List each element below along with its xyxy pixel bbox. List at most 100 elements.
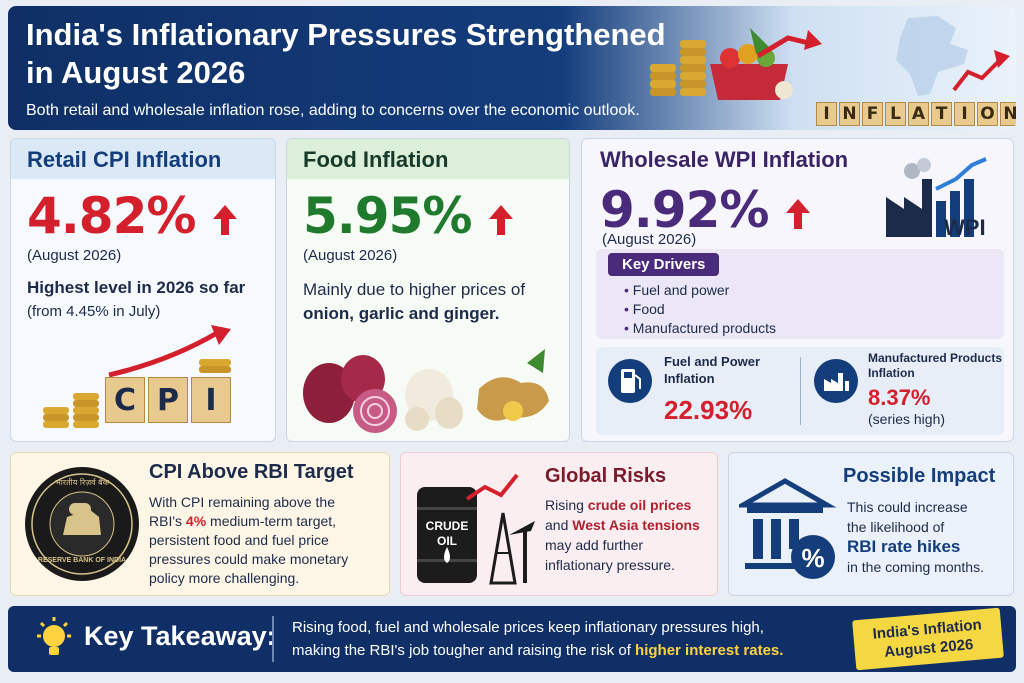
impact-line: in the coming months. — [847, 559, 984, 575]
letter-block: T — [931, 102, 952, 126]
rbi-line: With CPI remaining above the — [149, 494, 335, 510]
risk-highlight: crude oil prices — [587, 497, 692, 513]
global-risks-card: CRUDE OIL Global Risks Rising crude oil … — [400, 452, 718, 596]
risk-line: may add further — [545, 537, 644, 553]
rbi-seal-hindi: भारतीय रिज़र्व बैंक — [55, 478, 109, 487]
rbi-line: pressures could make monetary — [149, 551, 349, 567]
fuel-label-line-1: Fuel and Power — [664, 354, 761, 369]
food-heading: Food Inflation — [303, 147, 449, 172]
oil-barrel-rig-illustration — [417, 473, 535, 585]
cpi-heading: Retail CPI Inflation — [27, 147, 222, 172]
mfg-label-line-2: Inflation — [868, 366, 915, 380]
impact-body: This could increase the likelihood of RB… — [847, 497, 984, 577]
wpi-period: (August 2026) — [602, 231, 697, 248]
letter-block: P — [148, 377, 188, 423]
key-takeaway-bar: Key Takeaway: Rising food, fuel and whol… — [8, 606, 1016, 672]
page-title: India's Inflationary Pressures Strengthe… — [26, 16, 706, 92]
inflation-blocks: I N F L A T I O N — [816, 102, 1016, 126]
onion-garlic-ginger-illustration — [303, 349, 549, 433]
up-arrow-icon — [212, 204, 237, 235]
list-item: Fuel and power — [624, 281, 776, 300]
header-banner: India's Inflationary Pressures Strengthe… — [8, 6, 1016, 130]
cpi-blocks: C P I — [105, 377, 231, 423]
risk-highlight: West Asia tensions — [572, 517, 700, 533]
fuel-pump-icon — [608, 359, 652, 403]
factory-small-icon — [814, 359, 858, 403]
mfg-label-line-1: Manufactured Products — [868, 351, 1003, 365]
wpi-badge: WPI — [944, 215, 986, 240]
rbi-line: medium-term target, — [206, 513, 337, 529]
impact-highlight: RBI rate hikes — [847, 537, 961, 556]
footer-divider — [272, 616, 274, 662]
rbi-target-value: 4% — [185, 513, 207, 529]
takeaway-highlight: higher interest rates. — [635, 642, 784, 659]
takeaway-message: Rising food, fuel and wholesale prices k… — [292, 616, 812, 662]
rbi-line: RBI's — [149, 513, 186, 529]
barrel-label-line-1: CRUDE — [425, 519, 469, 533]
cpi-value: 4.82% — [27, 187, 196, 245]
letter-block: C — [105, 377, 145, 423]
barrel-label: CRUDE OIL — [417, 519, 477, 549]
cpi-from: (from 4.45% in July) — [27, 303, 161, 320]
wpi-value: 9.92% — [600, 181, 769, 239]
india-map-icon — [896, 16, 968, 96]
ginger-icon — [477, 349, 549, 421]
rbi-seal-text: RESERVE BANK OF INDIA — [37, 557, 127, 564]
drivers-list: Fuel and power Food Manufactured product… — [624, 281, 776, 338]
up-arrow-icon — [488, 204, 513, 235]
letter-block: I — [191, 377, 231, 423]
trend-arrow-icon — [465, 473, 519, 501]
oil-rig-icon — [489, 512, 535, 585]
mfg-note: (series high) — [868, 411, 946, 427]
letter-block: F — [862, 102, 883, 126]
wpi-heading: Wholesale WPI Inflation — [600, 147, 849, 172]
mfg-label: Manufactured Products Inflation — [868, 351, 1002, 381]
barrel-label-line-2: OIL — [437, 534, 457, 548]
rbi-line: policy more challenging. — [149, 570, 300, 586]
food-note: Mainly due to higher prices of — [303, 280, 526, 299]
takeaway-line: Rising food, fuel and wholesale prices k… — [292, 619, 764, 636]
title-line-1: India's Inflationary Pressures Strengthe… — [26, 17, 666, 52]
rbi-seal-logo — [25, 467, 139, 581]
takeaway-line: making the RBI's job tougher and raising… — [292, 642, 636, 659]
risk-body: Rising crude oil prices and West Asia te… — [545, 495, 700, 575]
lightbulb-icon — [37, 617, 71, 655]
risk-line: inflationary pressure. — [545, 557, 675, 573]
impact-line: This could increase — [847, 499, 968, 515]
garlic-icon — [405, 369, 463, 431]
letter-block: I — [816, 102, 837, 126]
up-arrow-icon — [785, 198, 810, 229]
letter-block: N — [1000, 102, 1016, 126]
wpi-subcomponents-panel: Fuel and Power Inflation 22.93% Manufact… — [596, 347, 1004, 435]
risk-line: and — [545, 517, 573, 533]
rbi-line: persistent food and fuel price — [149, 532, 329, 548]
food-value: 5.95% — [303, 187, 472, 245]
fuel-value: 22.93% — [664, 395, 753, 425]
possible-impact-card: % Possible Impact This could increase th… — [728, 452, 1014, 596]
fuel-label-line-2: Inflation — [664, 371, 715, 386]
coin-stack-icon — [43, 359, 231, 428]
page-subtitle: Both retail and wholesale inflation rose… — [26, 102, 640, 119]
date-stamp: India's Inflation August 2026 — [852, 607, 1004, 671]
letter-block: L — [885, 102, 906, 126]
letter-block: I — [954, 102, 975, 126]
percent-badge: % — [801, 543, 825, 573]
food-period: (August 2026) — [303, 247, 398, 264]
key-drivers-label: Key Drivers — [608, 253, 720, 276]
coins-basket-illustration — [650, 16, 1010, 100]
list-item: Manufactured products — [624, 319, 776, 338]
grocery-basket-icon — [710, 28, 793, 100]
letter-block: A — [908, 102, 929, 126]
fuel-label: Fuel and Power Inflation — [664, 353, 760, 387]
onion-icon — [303, 355, 397, 433]
impact-line: the likelihood of — [847, 519, 945, 535]
factory-icon — [886, 157, 987, 237]
food-card: Food Inflation 5.95% (August 2026) Mainl… — [286, 138, 570, 442]
title-line-2: in August 2026 — [26, 55, 246, 90]
cpi-note: Highest level in 2026 so far — [27, 278, 246, 297]
impact-heading: Possible Impact — [843, 465, 996, 487]
wpi-card: Wholesale WPI Inflation 9.92% (August 20… — [581, 138, 1014, 442]
panel-divider — [800, 357, 801, 425]
mfg-value: 8.37% — [868, 385, 931, 410]
coin-stack-icon — [650, 40, 706, 96]
